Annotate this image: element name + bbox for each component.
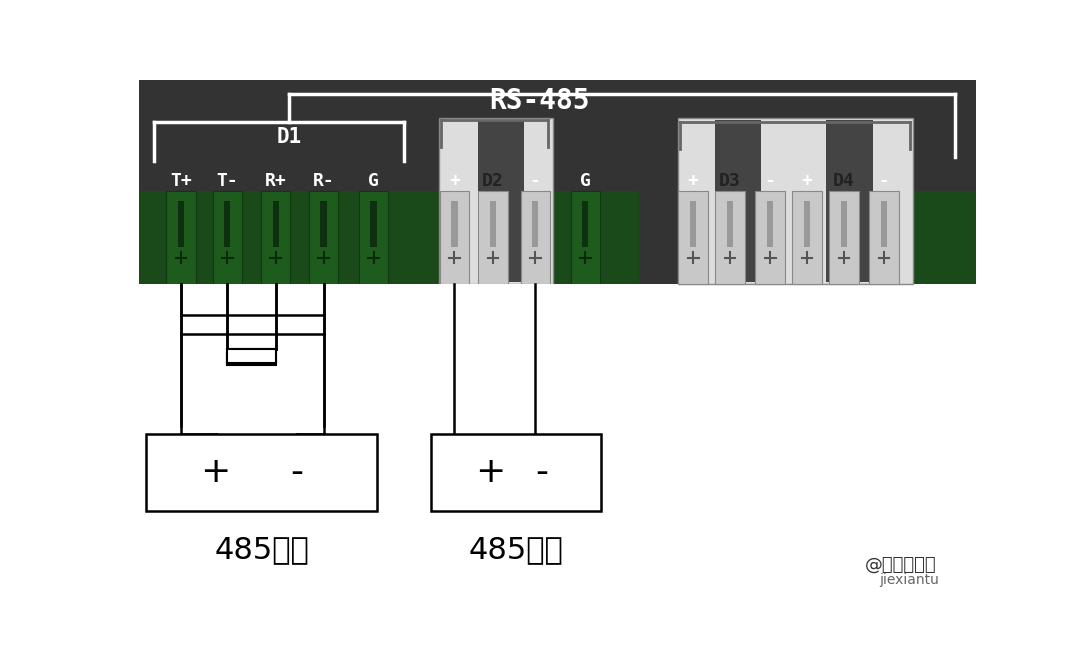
Bar <box>139 284 678 591</box>
Bar <box>147 434 378 511</box>
Bar <box>440 191 469 284</box>
Bar <box>212 191 242 284</box>
Text: +: + <box>475 456 506 489</box>
Bar <box>178 201 184 247</box>
Bar <box>227 349 275 363</box>
Text: -: - <box>765 173 776 191</box>
Bar <box>715 120 761 282</box>
Text: D2: D2 <box>482 173 504 191</box>
Bar <box>640 191 678 284</box>
Text: T+: T+ <box>170 173 191 191</box>
Bar <box>227 349 275 365</box>
Text: -: - <box>879 173 890 191</box>
Bar <box>490 201 496 247</box>
Bar <box>478 120 523 282</box>
Text: D4: D4 <box>833 173 855 191</box>
Text: -: - <box>290 456 304 489</box>
Bar <box>532 201 539 247</box>
Bar <box>452 201 457 247</box>
Text: -: - <box>530 173 541 191</box>
Bar <box>261 191 290 284</box>
Bar <box>321 201 326 247</box>
Bar <box>716 191 744 284</box>
Bar <box>826 120 873 282</box>
Text: 485设备: 485设备 <box>214 535 309 564</box>
Bar <box>727 201 733 247</box>
Text: D3: D3 <box>719 173 741 191</box>
Text: R+: R+ <box>264 173 286 191</box>
Text: RS-485: RS-485 <box>489 87 590 116</box>
Bar <box>139 191 977 284</box>
Text: jiexiantu: jiexiantu <box>879 573 939 587</box>
Text: G: G <box>580 173 591 191</box>
Text: -: - <box>535 456 548 489</box>
Text: 485设备: 485设备 <box>469 535 564 564</box>
Bar <box>440 118 553 284</box>
Text: +: + <box>200 456 231 489</box>
Bar <box>309 191 338 284</box>
Text: G: G <box>368 173 379 191</box>
Bar <box>841 201 848 247</box>
Bar <box>881 201 887 247</box>
Bar <box>678 118 913 284</box>
Bar <box>755 191 784 284</box>
Text: +: + <box>802 173 813 191</box>
Bar <box>804 201 811 247</box>
Bar <box>139 80 977 234</box>
Bar <box>571 191 599 284</box>
Text: +: + <box>688 173 698 191</box>
Text: @弱电智能网: @弱电智能网 <box>865 556 937 574</box>
Bar <box>431 434 601 511</box>
Bar <box>767 201 774 247</box>
Bar <box>690 201 696 247</box>
Bar <box>869 191 899 284</box>
Text: R-: R- <box>312 173 334 191</box>
Text: +: + <box>449 173 460 191</box>
Bar <box>679 191 708 284</box>
Bar <box>359 191 388 284</box>
Bar <box>829 191 858 284</box>
Bar <box>371 201 376 247</box>
Bar <box>166 191 196 284</box>
Bar <box>521 191 549 284</box>
Text: T-: T- <box>217 173 238 191</box>
Bar <box>273 201 279 247</box>
Bar <box>792 191 821 284</box>
Bar <box>224 201 231 247</box>
Bar <box>479 191 507 284</box>
Text: D1: D1 <box>276 127 301 147</box>
Bar <box>582 201 589 247</box>
